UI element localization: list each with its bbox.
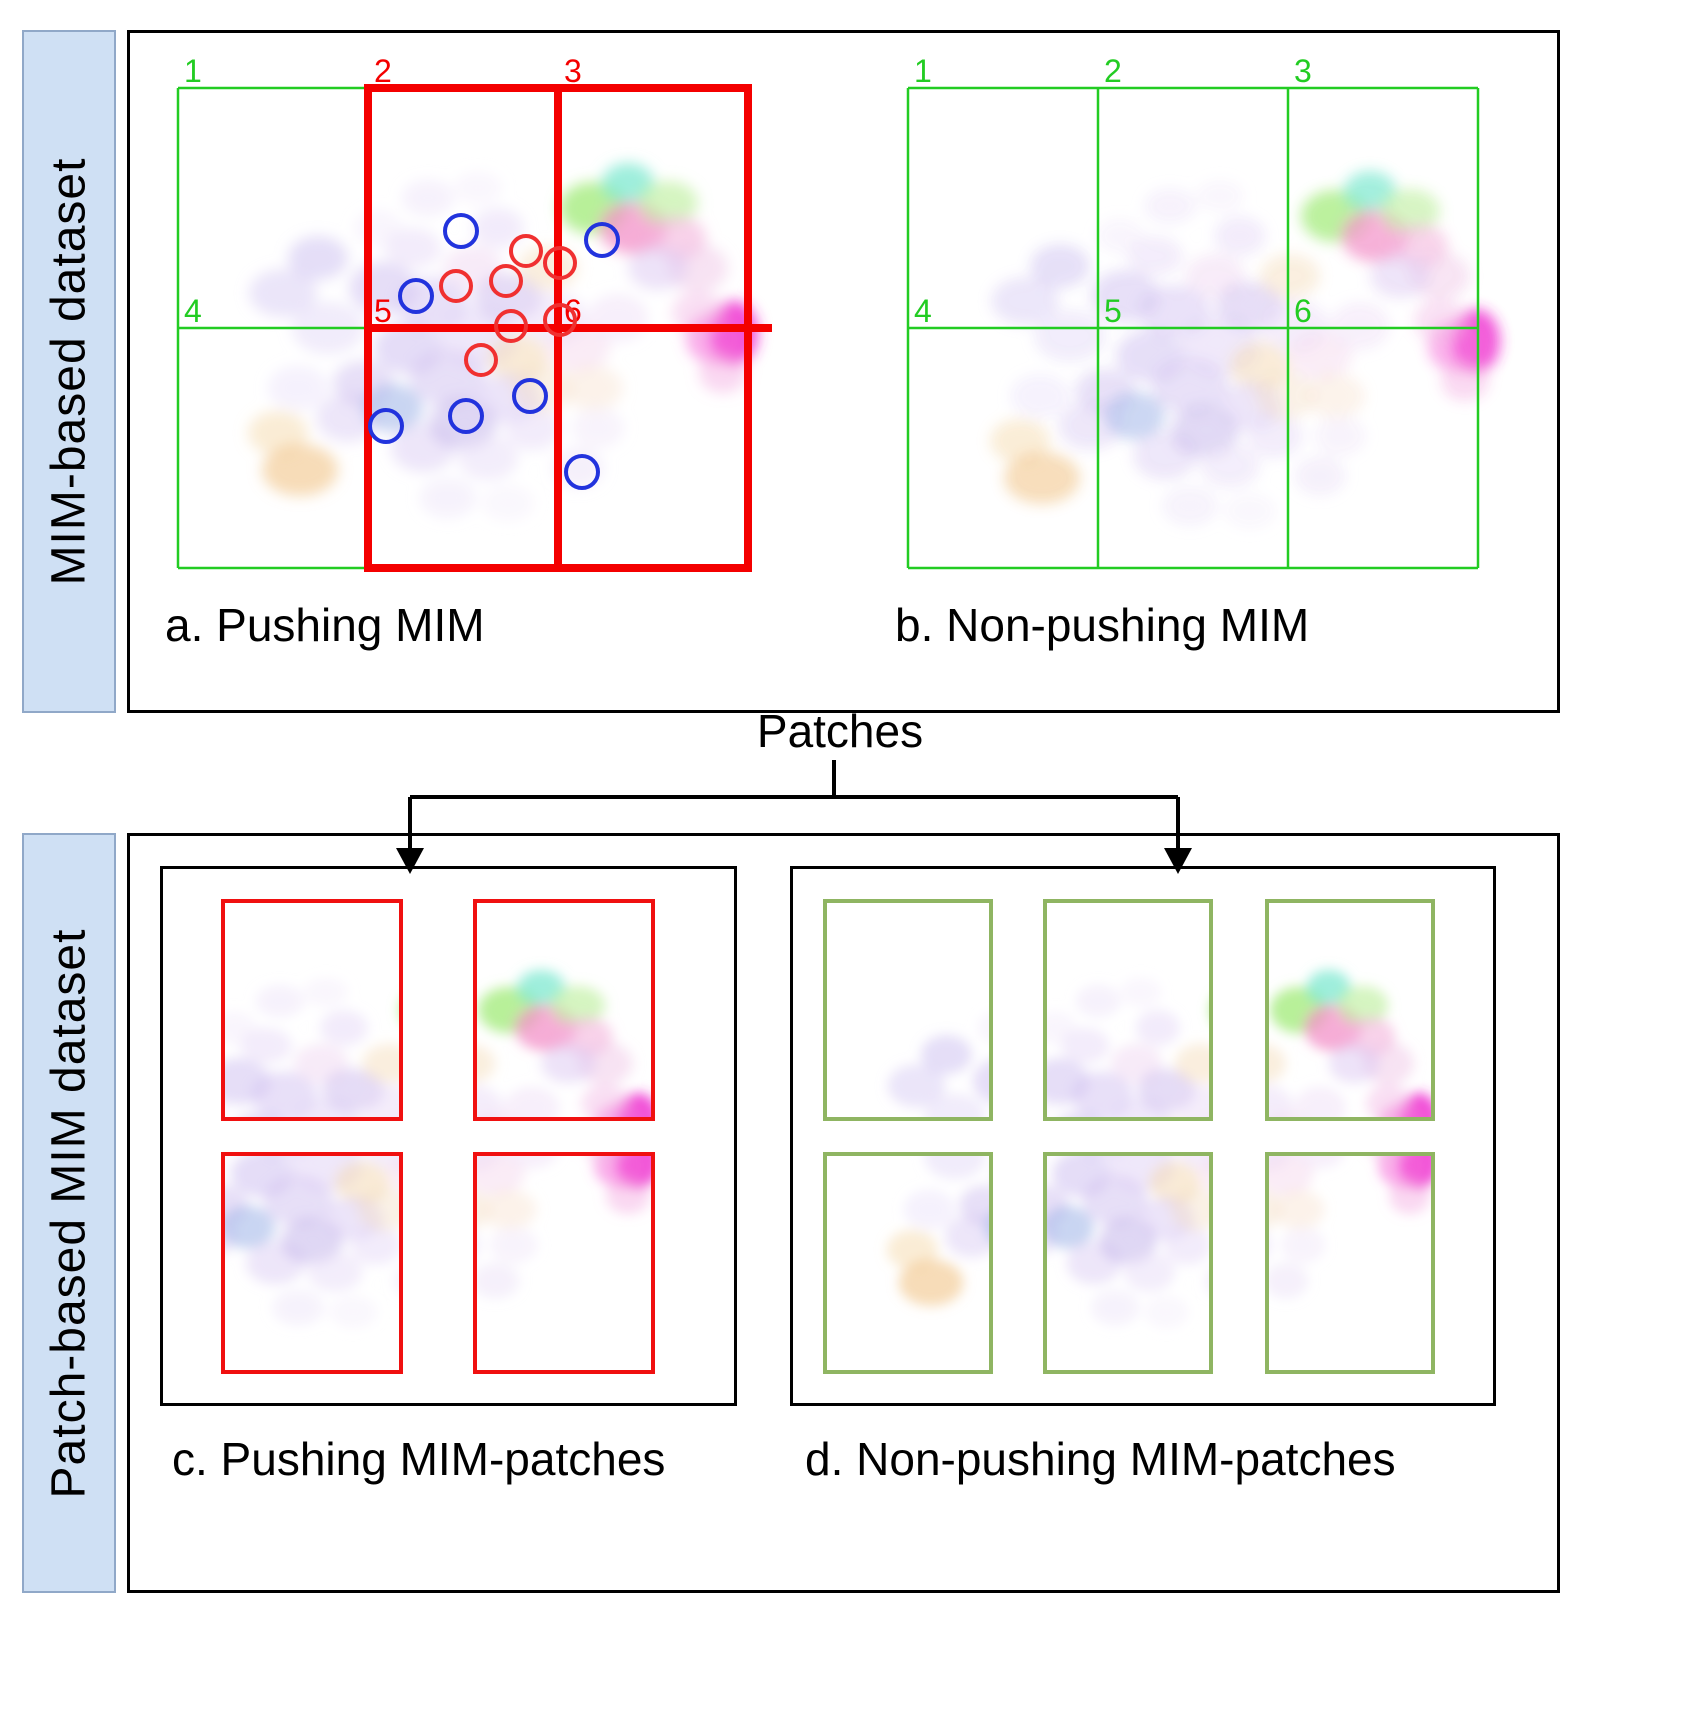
grid-numbers-b: 1 2 3 4 5 6	[914, 53, 1312, 329]
section-label-patch-dataset: Patch-based MIM dataset	[22, 833, 116, 1593]
green-grid-lines	[906, 86, 1480, 570]
patch-c-3	[221, 1152, 403, 1374]
grid-number: 5	[1104, 293, 1122, 329]
panel-d-non-pushing-patches-box	[790, 866, 1496, 1406]
grid-number: 1	[914, 53, 932, 89]
patch-image	[1047, 903, 1209, 1117]
patch-d-1	[823, 899, 993, 1121]
section-label-mim-text: MIM-based dataset	[42, 157, 96, 586]
grid-number: 6	[1294, 293, 1312, 329]
section-label-mim-dataset: MIM-based dataset	[22, 30, 116, 713]
patch-c-1	[221, 899, 403, 1121]
patches-connector-arrows	[396, 760, 1192, 874]
cell-markers-blue	[368, 213, 620, 490]
arrow-right-head	[1164, 848, 1192, 874]
panel-c-pushing-patches-box	[160, 866, 737, 1406]
grid-number: 5	[374, 293, 392, 329]
grid-number: 3	[1294, 53, 1312, 89]
panel-a-pushing-mim-figure: 1 2 3 4 5 6	[176, 53, 772, 572]
patch-image	[477, 903, 651, 1117]
patch-image	[1269, 903, 1431, 1117]
patch-image	[827, 903, 989, 1117]
caption-non-pushing-mim: b. Non-pushing MIM	[895, 599, 1310, 651]
grid-number: 3	[564, 53, 582, 89]
grid-numbers-a: 1 2 3 4 5 6	[184, 53, 582, 329]
patch-c-2	[473, 899, 655, 1121]
grid-number: 4	[914, 293, 932, 329]
cell-markers-red	[439, 234, 577, 377]
patch-image	[225, 903, 399, 1117]
grid-number: 2	[1104, 53, 1122, 89]
caption-non-pushing-mim-patches: d. Non-pushing MIM-patches	[805, 1433, 1396, 1485]
patch-image	[477, 1156, 651, 1370]
patch-d-6	[1265, 1152, 1435, 1374]
grid-number: 4	[184, 293, 202, 329]
section-label-patch-text: Patch-based MIM dataset	[42, 928, 96, 1498]
grid-number: 1	[184, 53, 202, 89]
patch-image	[827, 1156, 989, 1370]
caption-pushing-mim: a. Pushing MIM	[165, 599, 485, 651]
arrow-left-head	[396, 848, 424, 874]
patch-image	[225, 1156, 399, 1370]
patches-label: Patches	[756, 705, 924, 757]
patch-c-4	[473, 1152, 655, 1374]
patch-d-5	[1043, 1152, 1213, 1374]
patch-d-3	[1265, 899, 1435, 1121]
grid-number: 2	[374, 53, 392, 89]
patch-image	[1047, 1156, 1209, 1370]
caption-pushing-mim-patches: c. Pushing MIM-patches	[172, 1433, 666, 1485]
patch-d-2	[1043, 899, 1213, 1121]
patch-d-4	[823, 1152, 993, 1374]
red-patch-highlight	[364, 84, 772, 572]
panel-b-non-pushing-mim-figure: 1 2 3 4 5 6	[906, 53, 1518, 570]
patch-image	[1269, 1156, 1431, 1370]
